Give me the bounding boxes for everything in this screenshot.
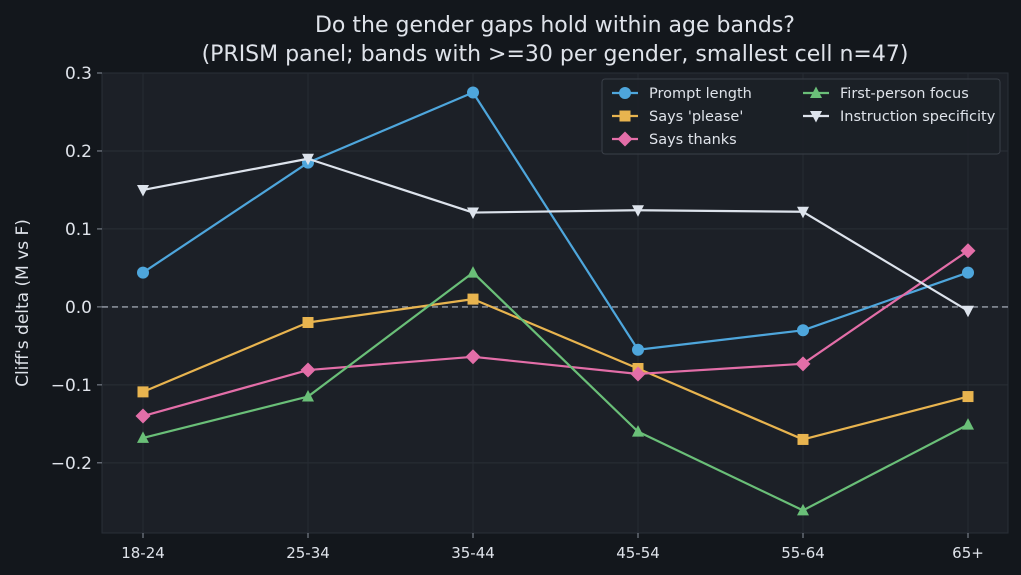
legend-marker — [810, 111, 822, 123]
legend-marker — [617, 131, 633, 147]
legend-label: Prompt length — [649, 86, 752, 102]
y-tick-label: 0.2 — [65, 142, 92, 162]
y-axis: 0.3 0.2 0.1 0.0 −0.1 −0.2 — [51, 64, 102, 474]
data-point — [632, 205, 644, 217]
x-tick-label: 35-44 — [451, 544, 495, 562]
legend-label: Instruction specificity — [840, 109, 996, 125]
data-point — [137, 266, 149, 279]
x-tick-label: 25-34 — [286, 544, 330, 562]
series-line — [142, 157, 969, 312]
y-tick-label: −0.2 — [51, 454, 92, 474]
legend-marker — [619, 87, 631, 99]
legend-item-prompt-length: Prompt length — [612, 86, 752, 102]
legend-item-says-please: Says 'please' — [612, 109, 743, 125]
series-line — [142, 271, 969, 512]
data-point — [465, 349, 481, 365]
data-point — [962, 305, 974, 318]
data-point — [302, 153, 314, 166]
data-point — [467, 86, 479, 99]
data-point — [302, 390, 314, 402]
series-line — [142, 91, 969, 351]
series-first-person-focus — [137, 266, 974, 516]
legend-item-instruction-specificity: Instruction specificity — [803, 109, 996, 125]
chart-subtitle: (PRISM panel; bands with >=30 per gender… — [202, 42, 909, 67]
data-point — [467, 266, 479, 278]
series-says-thanks — [135, 243, 976, 424]
legend-marker — [810, 86, 822, 98]
data-point — [135, 408, 151, 424]
legend-box — [601, 78, 1001, 155]
y-axis-label: Cliff's delta (M vs F) — [13, 219, 33, 387]
data-point — [797, 433, 809, 445]
data-point — [795, 356, 811, 372]
series-line — [142, 249, 969, 418]
data-point — [632, 425, 644, 437]
series-group — [135, 86, 976, 516]
data-point — [467, 207, 479, 220]
legend-item-says-thanks: Says thanks — [612, 131, 737, 148]
x-tick-label: 55-64 — [781, 544, 825, 562]
x-tick-label: 45-54 — [616, 544, 660, 562]
data-point — [797, 206, 809, 219]
data-point — [302, 316, 314, 328]
data-point — [797, 503, 809, 516]
x-tick-label: 65+ — [952, 544, 984, 562]
y-tick-label: 0.3 — [65, 64, 92, 84]
data-point — [962, 391, 974, 403]
x-axis: 18-24 25-34 35-44 45-54 55-64 65+ — [121, 533, 984, 562]
series-instruction-specificity — [137, 153, 974, 318]
data-point — [137, 386, 149, 398]
data-point — [630, 366, 646, 382]
data-point — [632, 343, 644, 356]
data-point — [797, 324, 809, 337]
data-point — [300, 362, 316, 378]
data-point — [962, 266, 974, 279]
data-point — [137, 184, 149, 197]
data-point — [960, 243, 976, 259]
data-point — [137, 431, 149, 443]
chart-title: Do the gender gaps hold within age bands… — [315, 13, 795, 38]
data-point — [962, 418, 974, 430]
legend-label: First-person focus — [840, 86, 969, 102]
y-tick-label: −0.1 — [51, 376, 92, 396]
legend-label: Says 'please' — [649, 109, 743, 125]
y-tick-label: 0.0 — [65, 298, 92, 318]
y-tick-label: 0.1 — [65, 220, 92, 240]
legend: Prompt length Says 'please' Says thanks Fir… — [601, 78, 1001, 155]
x-tick-label: 18-24 — [121, 544, 165, 562]
data-point — [467, 293, 479, 305]
legend-marker — [619, 110, 631, 122]
series-line — [142, 298, 969, 441]
legend-item-first-person-focus: First-person focus — [803, 86, 969, 102]
legend-label: Says thanks — [649, 132, 737, 148]
